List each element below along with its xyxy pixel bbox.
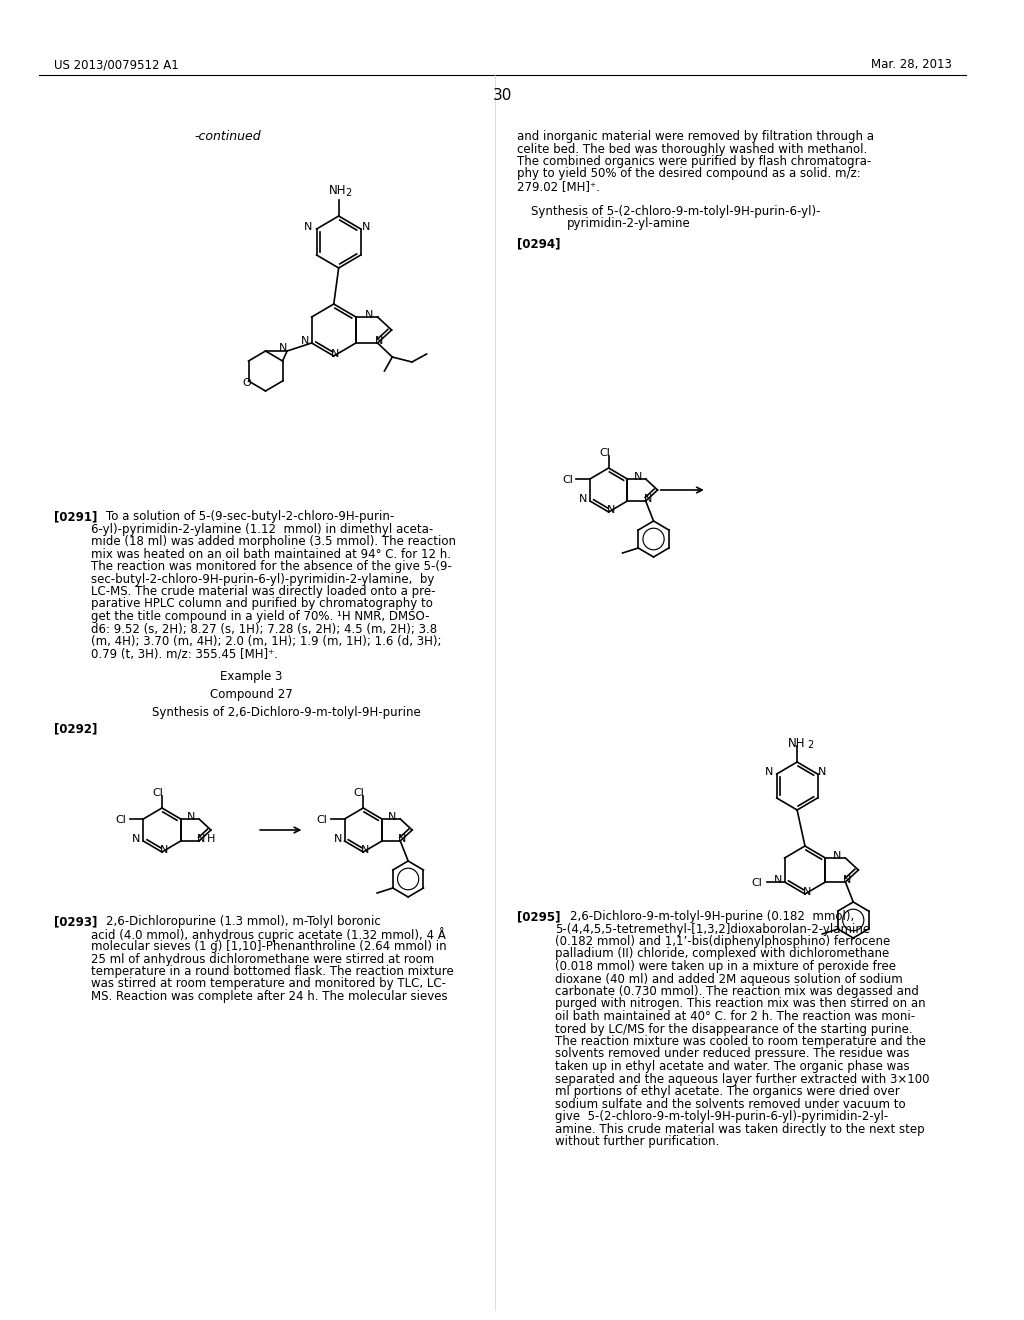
Text: tored by LC/MS for the disappearance of the starting purine.: tored by LC/MS for the disappearance of … <box>555 1023 912 1035</box>
Text: temperature in a round bottomed flask. The reaction mixture: temperature in a round bottomed flask. T… <box>91 965 454 978</box>
Text: give  5-(2-chloro-9-m-tolyl-9H-purin-6-yl)-pyrimidin-2-yl-: give 5-(2-chloro-9-m-tolyl-9H-purin-6-yl… <box>555 1110 888 1123</box>
Text: 25 ml of anhydrous dichloromethane were stirred at room: 25 ml of anhydrous dichloromethane were … <box>91 953 434 965</box>
Text: MS. Reaction was complete after 24 h. The molecular sieves: MS. Reaction was complete after 24 h. Th… <box>91 990 447 1003</box>
Text: N: N <box>334 834 342 843</box>
Text: [0292]: [0292] <box>54 722 97 735</box>
Text: Cl: Cl <box>562 475 572 484</box>
Text: mide (18 ml) was added morpholine (3.5 mmol). The reaction: mide (18 ml) was added morpholine (3.5 m… <box>91 535 457 548</box>
Text: parative HPLC column and purified by chromatography to: parative HPLC column and purified by chr… <box>91 598 433 610</box>
Text: purged with nitrogen. This reaction mix was then stirred on an: purged with nitrogen. This reaction mix … <box>555 998 926 1011</box>
Text: d6: 9.52 (s, 2H); 8.27 (s, 1H); 7.28 (s, 2H); 4.5 (m, 2H); 3.8: d6: 9.52 (s, 2H); 8.27 (s, 1H); 7.28 (s,… <box>91 623 437 635</box>
Text: carbonate (0.730 mmol). The reaction mix was degassed and: carbonate (0.730 mmol). The reaction mix… <box>555 985 919 998</box>
Text: acid (4.0 mmol), anhydrous cupric acetate (1.32 mmol), 4 Å: acid (4.0 mmol), anhydrous cupric acetat… <box>91 928 446 942</box>
Text: N: N <box>606 506 614 515</box>
Text: pyrimidin-2-yl-amine: pyrimidin-2-yl-amine <box>566 216 690 230</box>
Text: Synthesis of 5-(2-chloro-9-m-tolyl-9H-purin-6-yl)-: Synthesis of 5-(2-chloro-9-m-tolyl-9H-pu… <box>531 205 820 218</box>
Text: [0294]: [0294] <box>517 238 561 251</box>
Text: Cl: Cl <box>354 788 365 799</box>
Text: N: N <box>388 812 396 822</box>
Text: mix was heated on an oil bath maintained at 94° C. for 12 h.: mix was heated on an oil bath maintained… <box>91 548 452 561</box>
Text: N: N <box>160 845 168 855</box>
Text: N: N <box>301 337 309 346</box>
Text: N: N <box>331 348 339 359</box>
Text: To a solution of 5-(9-sec-butyl-2-chloro-9H-purin-: To a solution of 5-(9-sec-butyl-2-chloro… <box>91 510 394 523</box>
Text: ml portions of ethyl acetate. The organics were dried over: ml portions of ethyl acetate. The organi… <box>555 1085 899 1098</box>
Text: 2: 2 <box>345 187 351 198</box>
Text: was stirred at room temperature and monitored by TLC, LC-: was stirred at room temperature and moni… <box>91 978 446 990</box>
Text: NH: NH <box>329 183 346 197</box>
Text: (m, 4H); 3.70 (m, 4H); 2.0 (m, 1H); 1.9 (m, 1H); 1.6 (d, 3H);: (m, 4H); 3.70 (m, 4H); 2.0 (m, 1H); 1.9 … <box>91 635 441 648</box>
Text: N: N <box>187 812 196 822</box>
Text: N: N <box>643 494 652 504</box>
Text: N: N <box>279 343 288 352</box>
Text: taken up in ethyl acetate and water. The organic phase was: taken up in ethyl acetate and water. The… <box>555 1060 909 1073</box>
Text: N: N <box>303 222 312 232</box>
Text: Cl: Cl <box>116 814 126 825</box>
Text: molecular sieves (1 g) [1,10]-Phenanthroline (2.64 mmol) in: molecular sieves (1 g) [1,10]-Phenanthro… <box>91 940 446 953</box>
Text: 30: 30 <box>493 88 512 103</box>
Text: (0.018 mmol) were taken up in a mixture of peroxide free: (0.018 mmol) were taken up in a mixture … <box>555 960 896 973</box>
Text: 2,6-Dichloro-9-m-tolyl-9H-purine (0.182  mmol),: 2,6-Dichloro-9-m-tolyl-9H-purine (0.182 … <box>555 909 854 923</box>
Text: Cl: Cl <box>599 447 610 458</box>
Text: Cl: Cl <box>316 814 328 825</box>
Text: N: N <box>376 337 384 346</box>
Text: celite bed. The bed was thoroughly washed with methanol.: celite bed. The bed was thoroughly washe… <box>517 143 867 156</box>
Text: 0.79 (t, 3H). m/z: 355.45 [MH]⁺.: 0.79 (t, 3H). m/z: 355.45 [MH]⁺. <box>91 648 279 660</box>
Text: N: N <box>132 834 140 843</box>
Text: [0295]: [0295] <box>517 909 561 923</box>
Text: 2,6-Dichloropurine (1.3 mmol), m-Tolyl boronic: 2,6-Dichloropurine (1.3 mmol), m-Tolyl b… <box>91 915 381 928</box>
Text: N: N <box>803 887 811 898</box>
Text: Compound 27: Compound 27 <box>210 688 293 701</box>
Text: LC-MS. The crude material was directly loaded onto a pre-: LC-MS. The crude material was directly l… <box>91 585 436 598</box>
Text: N: N <box>834 851 842 861</box>
Text: separated and the aqueous layer further extracted with 3×100: separated and the aqueous layer further … <box>555 1072 929 1085</box>
Text: solvents removed under reduced pressure. The residue was: solvents removed under reduced pressure.… <box>555 1048 909 1060</box>
Text: 5-(4,4,5,5-tetremethyl-[1,3,2]dioxaborolan-2-ylamine: 5-(4,4,5,5-tetremethyl-[1,3,2]dioxaborol… <box>555 923 869 936</box>
Text: Cl: Cl <box>153 788 164 799</box>
Text: N: N <box>579 494 587 504</box>
Text: N: N <box>365 310 373 319</box>
Text: N: N <box>765 767 773 777</box>
Text: Example 3: Example 3 <box>220 671 283 682</box>
Text: -continued: -continued <box>195 129 261 143</box>
Text: get the title compound in a yield of 70%. ¹H NMR, DMSO-: get the title compound in a yield of 70%… <box>91 610 430 623</box>
Text: [0291]: [0291] <box>54 510 97 523</box>
Text: phy to yield 50% of the desired compound as a solid. m/z:: phy to yield 50% of the desired compound… <box>517 168 861 181</box>
Text: 2: 2 <box>807 741 813 750</box>
Text: sodium sulfate and the solvents removed under vacuum to: sodium sulfate and the solvents removed … <box>555 1097 905 1110</box>
Text: amine. This crude material was taken directly to the next step: amine. This crude material was taken dir… <box>555 1122 925 1135</box>
Text: NH: NH <box>787 737 805 750</box>
Text: oil bath maintained at 40° C. for 2 h. The reaction was moni-: oil bath maintained at 40° C. for 2 h. T… <box>555 1010 914 1023</box>
Text: (0.182 mmol) and 1,1’-bis(diphenylphosphino) ferrocene: (0.182 mmol) and 1,1’-bis(diphenylphosph… <box>555 935 890 948</box>
Text: N: N <box>843 875 852 884</box>
Text: H: H <box>207 834 215 843</box>
Text: N: N <box>398 834 407 843</box>
Text: N: N <box>361 222 370 232</box>
Text: dioxane (40 ml) and added 2M aqueous solution of sodium: dioxane (40 ml) and added 2M aqueous sol… <box>555 973 902 986</box>
Text: Cl: Cl <box>752 878 763 888</box>
Text: N: N <box>197 834 205 843</box>
Text: The reaction was monitored for the absence of the give 5-(9-: The reaction was monitored for the absen… <box>91 560 453 573</box>
Text: US 2013/0079512 A1: US 2013/0079512 A1 <box>54 58 179 71</box>
Text: N: N <box>818 767 826 777</box>
Text: and inorganic material were removed by filtration through a: and inorganic material were removed by f… <box>517 129 874 143</box>
Text: palladium (II) chloride, complexed with dichloromethane: palladium (II) chloride, complexed with … <box>555 948 889 961</box>
Text: O: O <box>243 378 251 388</box>
Text: 6-yl)-pyrimidin-2-ylamine (1.12  mmol) in dimethyl aceta-: 6-yl)-pyrimidin-2-ylamine (1.12 mmol) in… <box>91 523 433 536</box>
Text: sec-butyl-2-chloro-9H-purin-6-yl)-pyrimidin-2-ylamine,  by: sec-butyl-2-chloro-9H-purin-6-yl)-pyrimi… <box>91 573 434 586</box>
Text: N: N <box>634 473 642 482</box>
Text: The combined organics were purified by flash chromatogra-: The combined organics were purified by f… <box>517 154 871 168</box>
Text: Mar. 28, 2013: Mar. 28, 2013 <box>871 58 952 71</box>
Text: [0293]: [0293] <box>54 915 97 928</box>
Text: 279.02 [MH]⁺.: 279.02 [MH]⁺. <box>517 180 600 193</box>
Text: The reaction mixture was cooled to room temperature and the: The reaction mixture was cooled to room … <box>555 1035 926 1048</box>
Text: N: N <box>773 875 782 884</box>
Text: Synthesis of 2,6-Dichloro-9-m-tolyl-9H-purine: Synthesis of 2,6-Dichloro-9-m-tolyl-9H-p… <box>153 706 421 719</box>
Text: without further purification.: without further purification. <box>555 1135 719 1148</box>
Text: N: N <box>361 845 370 855</box>
